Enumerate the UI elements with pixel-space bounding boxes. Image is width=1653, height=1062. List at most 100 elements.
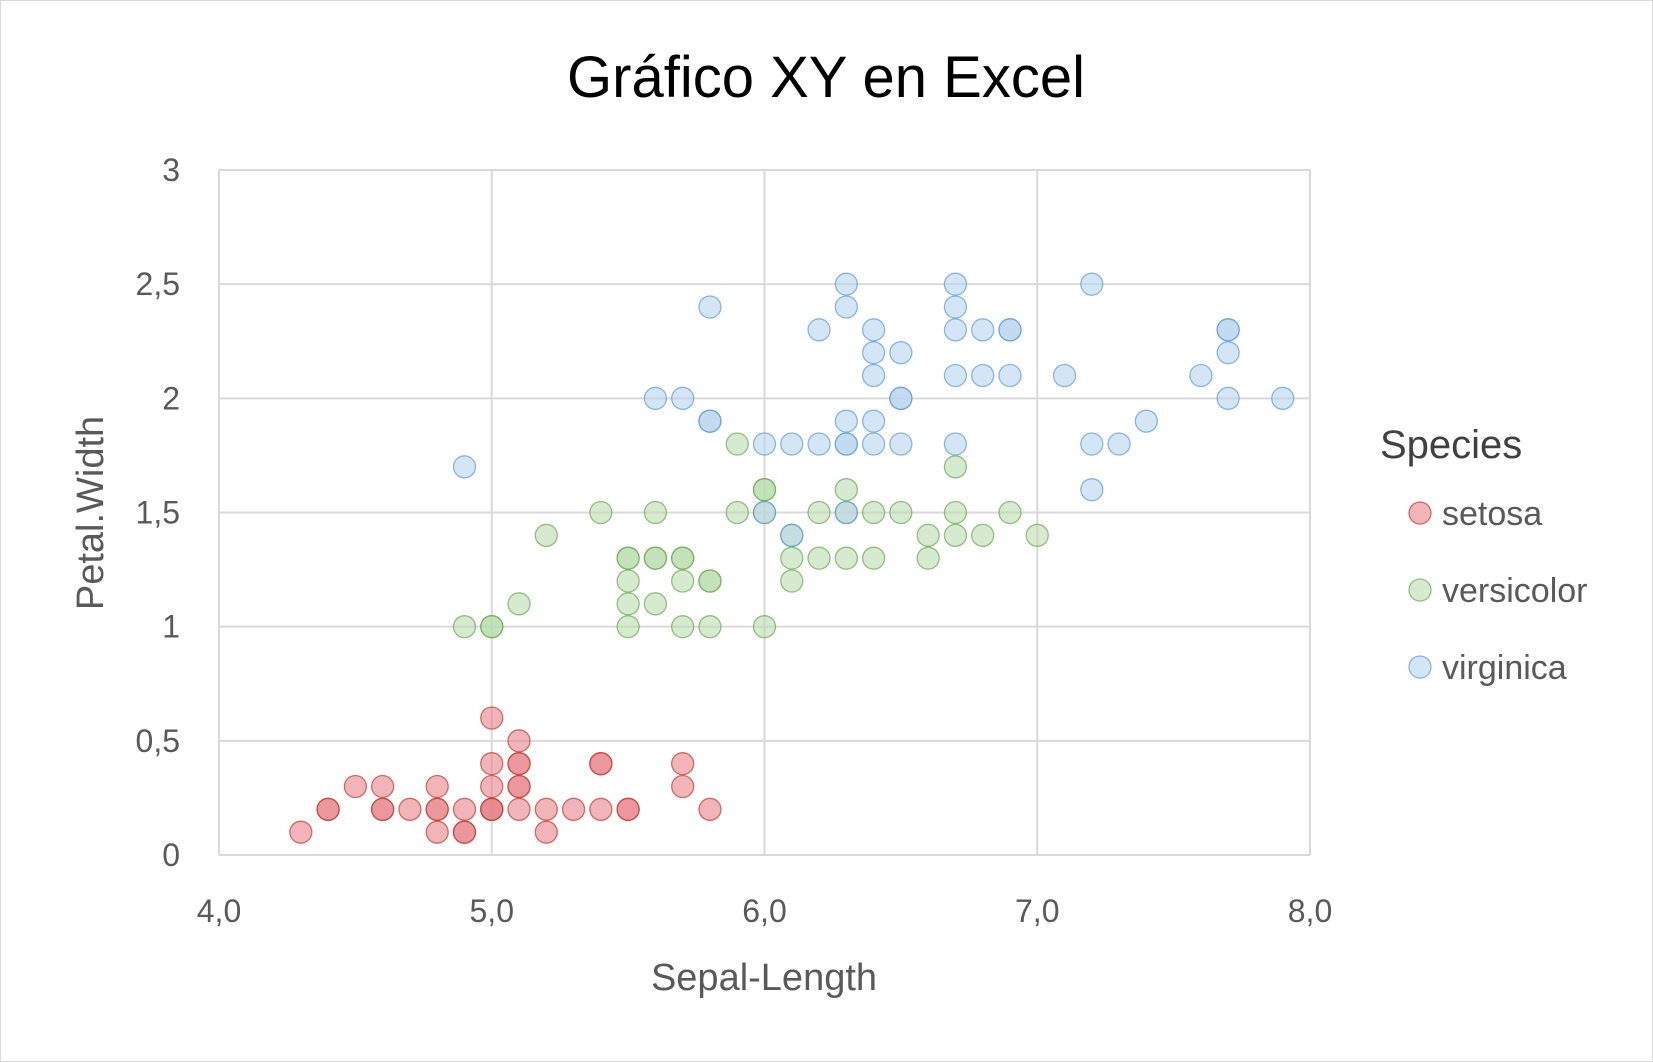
data-point <box>698 569 722 593</box>
data-point <box>861 432 886 456</box>
data-point <box>861 500 886 525</box>
series-versicolor <box>452 432 1049 639</box>
data-point <box>780 432 804 456</box>
y-tick-label: 2,5 <box>136 266 180 302</box>
data-point <box>861 341 886 365</box>
data-point <box>752 500 777 525</box>
data-point <box>1216 318 1240 342</box>
legend-item-setosa: setosa <box>1408 495 1542 533</box>
data-points <box>289 272 1295 844</box>
legend-item-virginica: virginica <box>1408 649 1567 687</box>
legend-items: setosa versicolor virginica <box>1408 495 1587 687</box>
legend-marker <box>1408 501 1432 525</box>
data-point <box>1080 272 1104 296</box>
data-point <box>671 386 695 410</box>
data-point <box>616 546 640 570</box>
y-tick-label: 0 <box>162 837 180 873</box>
data-point <box>752 478 777 502</box>
data-point <box>834 295 858 319</box>
data-point <box>698 615 722 639</box>
data-point <box>725 432 749 456</box>
legend-label: setosa <box>1442 495 1542 533</box>
data-point <box>752 615 777 639</box>
data-point <box>998 318 1022 342</box>
data-point <box>725 500 749 525</box>
data-point <box>861 546 886 570</box>
data-point <box>1271 386 1295 410</box>
data-point <box>452 615 477 639</box>
data-point <box>370 774 395 799</box>
data-point <box>507 752 531 776</box>
x-tick-label: 6,0 <box>742 893 786 929</box>
data-point <box>998 500 1022 525</box>
data-point <box>807 318 831 342</box>
data-point <box>589 797 613 821</box>
legend-label: versicolor <box>1442 572 1587 610</box>
data-point <box>780 523 804 547</box>
data-point <box>752 432 777 456</box>
data-point <box>507 729 531 753</box>
y-tick-label: 3 <box>162 152 180 188</box>
data-point <box>425 774 449 799</box>
data-point <box>943 523 968 547</box>
data-point <box>834 272 858 296</box>
data-point <box>698 797 722 821</box>
data-point <box>589 752 613 776</box>
data-point <box>834 409 858 433</box>
x-tick-label: 8,0 <box>1288 893 1332 929</box>
data-point <box>1216 386 1240 410</box>
data-point <box>861 318 886 342</box>
data-point <box>643 592 668 616</box>
data-point <box>834 546 858 570</box>
series-virginica <box>452 272 1295 547</box>
data-point <box>698 409 722 433</box>
y-tick-label: 2 <box>162 380 180 416</box>
data-point <box>480 797 504 821</box>
data-point <box>616 797 640 821</box>
data-point <box>425 820 449 844</box>
data-point <box>780 569 804 593</box>
data-point <box>889 386 913 410</box>
data-point <box>398 797 422 821</box>
data-point <box>480 706 504 730</box>
data-point <box>534 523 558 547</box>
data-point <box>507 592 531 616</box>
data-point <box>998 363 1022 388</box>
data-point <box>671 774 695 799</box>
data-point <box>1134 409 1158 433</box>
data-point <box>971 363 995 388</box>
data-point <box>1107 432 1131 456</box>
y-tick-label: 0,5 <box>136 723 180 759</box>
x-tick-label: 5,0 <box>470 893 514 929</box>
series-setosa <box>289 706 722 844</box>
legend-marker <box>1408 655 1432 679</box>
data-point <box>671 752 695 776</box>
data-point <box>616 569 640 593</box>
data-point <box>1189 363 1213 388</box>
data-point <box>943 318 968 342</box>
data-point <box>807 500 831 525</box>
data-point <box>289 820 313 844</box>
data-point <box>507 797 531 821</box>
data-point <box>698 295 722 319</box>
data-point <box>889 341 913 365</box>
data-point <box>943 363 968 388</box>
data-point <box>671 615 695 639</box>
legend: Species setosa versicolor virginica <box>1380 423 1587 687</box>
chart-title: Gráfico XY en Excel <box>567 45 1085 110</box>
data-point <box>316 797 340 821</box>
legend-label: virginica <box>1442 649 1567 687</box>
data-point <box>1080 432 1104 456</box>
data-point <box>480 615 504 639</box>
y-axis-label: Petal.Width <box>70 416 112 610</box>
data-point <box>561 797 586 821</box>
x-tick-label: 4,0 <box>197 893 241 929</box>
data-point <box>480 774 504 799</box>
data-point <box>1025 523 1049 547</box>
data-point <box>943 455 968 479</box>
legend-marker <box>1408 578 1432 602</box>
data-point <box>916 523 940 547</box>
data-point <box>1052 363 1077 388</box>
